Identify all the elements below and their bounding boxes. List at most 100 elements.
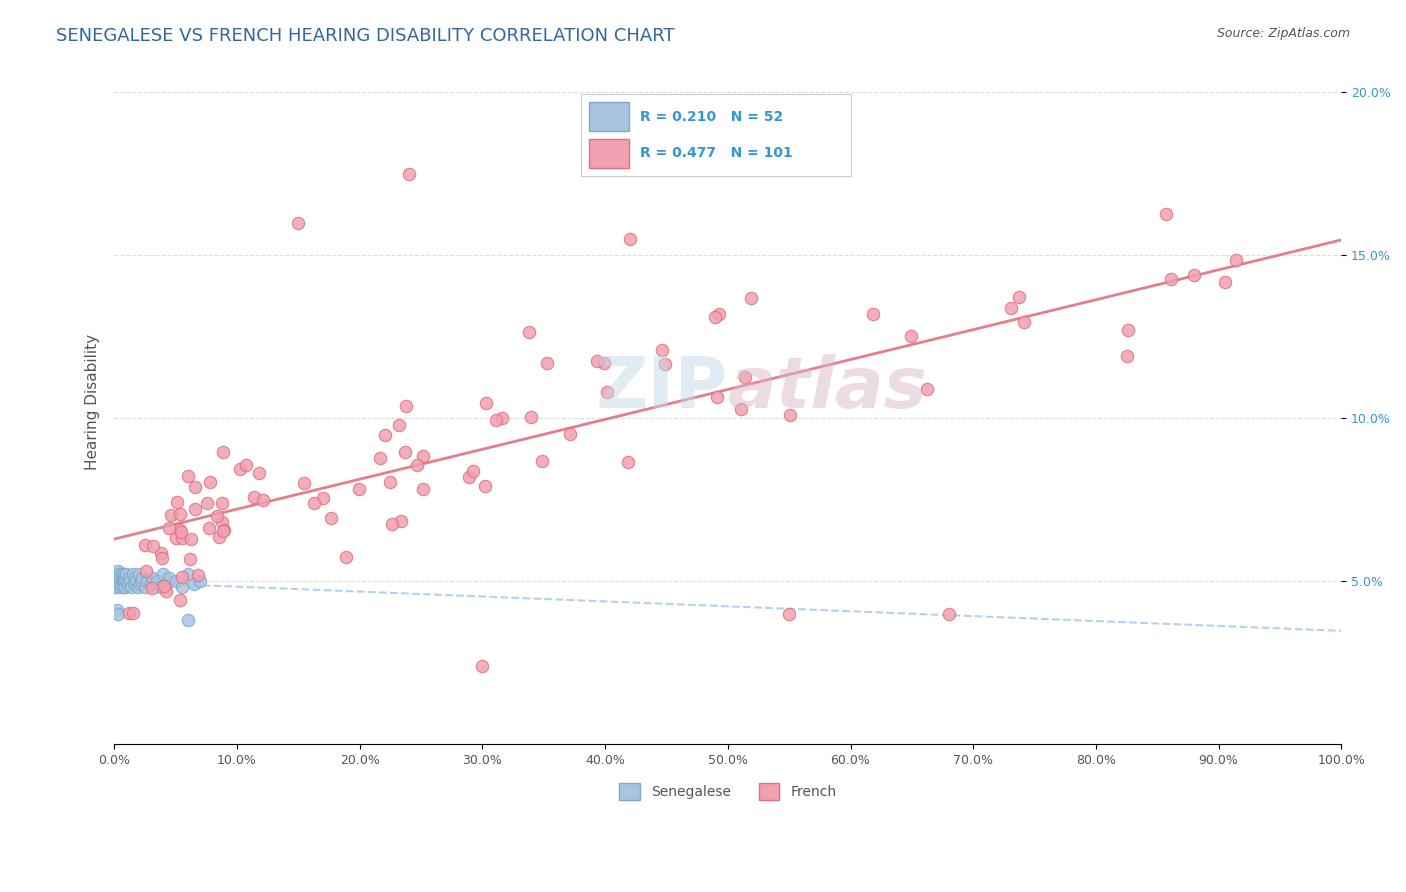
Senegalese bbox=[120, 581, 142, 595]
French bbox=[378, 475, 401, 489]
Senegalese bbox=[107, 571, 129, 585]
Senegalese bbox=[111, 581, 134, 595]
Senegalese bbox=[107, 564, 129, 578]
Senegalese bbox=[134, 581, 156, 595]
French bbox=[160, 508, 183, 522]
French bbox=[730, 401, 752, 416]
Senegalese bbox=[108, 567, 131, 582]
Senegalese bbox=[155, 577, 177, 591]
Senegalese bbox=[108, 581, 131, 595]
French bbox=[141, 581, 163, 595]
French bbox=[211, 524, 233, 538]
Senegalese bbox=[129, 574, 152, 588]
French bbox=[172, 570, 194, 584]
French bbox=[388, 417, 411, 432]
Legend: Senegalese, French: Senegalese, French bbox=[613, 777, 842, 805]
Senegalese bbox=[115, 574, 138, 588]
French bbox=[292, 475, 315, 490]
French bbox=[311, 491, 333, 505]
Senegalese bbox=[152, 567, 174, 582]
Senegalese bbox=[136, 574, 159, 588]
French bbox=[169, 523, 191, 537]
French bbox=[211, 515, 233, 529]
French bbox=[593, 356, 616, 370]
French bbox=[368, 451, 391, 466]
French bbox=[166, 495, 188, 509]
French bbox=[394, 445, 416, 459]
French bbox=[118, 606, 141, 620]
Senegalese bbox=[124, 571, 146, 585]
Senegalese bbox=[110, 574, 132, 588]
French bbox=[211, 496, 233, 510]
French bbox=[319, 511, 342, 525]
French bbox=[596, 384, 619, 399]
Senegalese bbox=[105, 567, 128, 582]
Senegalese bbox=[114, 571, 136, 585]
French bbox=[520, 409, 543, 424]
Senegalese bbox=[118, 571, 141, 585]
Senegalese bbox=[105, 574, 128, 588]
French bbox=[707, 307, 730, 321]
French bbox=[179, 551, 201, 566]
French bbox=[177, 469, 200, 483]
French bbox=[214, 523, 236, 537]
French bbox=[458, 470, 481, 484]
French bbox=[235, 458, 257, 472]
French bbox=[471, 658, 494, 673]
Senegalese bbox=[188, 574, 211, 588]
Senegalese bbox=[125, 574, 148, 588]
French bbox=[406, 458, 429, 473]
French bbox=[184, 502, 207, 516]
French bbox=[205, 508, 228, 523]
French bbox=[530, 454, 553, 468]
Senegalese bbox=[120, 574, 142, 588]
French bbox=[155, 583, 177, 598]
French bbox=[198, 475, 221, 489]
Senegalese bbox=[170, 581, 193, 595]
French bbox=[1116, 322, 1139, 336]
Senegalese bbox=[165, 574, 187, 588]
French bbox=[651, 343, 673, 357]
French bbox=[229, 462, 252, 476]
Senegalese bbox=[127, 581, 149, 595]
Senegalese bbox=[183, 577, 205, 591]
French bbox=[170, 524, 193, 539]
French bbox=[1008, 290, 1031, 304]
Senegalese bbox=[122, 577, 145, 591]
French bbox=[1012, 314, 1035, 328]
Senegalese bbox=[139, 577, 162, 591]
French bbox=[207, 530, 229, 544]
Text: SENEGALESE VS FRENCH HEARING DISABILITY CORRELATION CHART: SENEGALESE VS FRENCH HEARING DISABILITY … bbox=[56, 27, 675, 45]
French bbox=[617, 455, 640, 469]
Senegalese bbox=[107, 607, 129, 621]
Senegalese bbox=[115, 567, 138, 582]
French bbox=[252, 493, 274, 508]
French bbox=[394, 399, 416, 413]
French bbox=[619, 232, 641, 246]
French bbox=[560, 427, 582, 442]
Senegalese bbox=[157, 571, 180, 585]
Senegalese bbox=[110, 574, 132, 588]
Senegalese bbox=[104, 581, 127, 595]
French bbox=[247, 467, 270, 481]
French bbox=[165, 531, 187, 545]
Senegalese bbox=[110, 577, 132, 591]
French bbox=[740, 291, 762, 305]
French bbox=[1116, 349, 1139, 363]
French bbox=[536, 356, 558, 370]
French bbox=[242, 490, 264, 504]
Senegalese bbox=[105, 603, 128, 617]
Senegalese bbox=[177, 613, 200, 627]
French bbox=[212, 445, 235, 459]
French bbox=[491, 410, 513, 425]
Senegalese bbox=[111, 571, 134, 585]
Senegalese bbox=[114, 581, 136, 595]
French bbox=[134, 538, 156, 552]
Senegalese bbox=[111, 577, 134, 591]
Senegalese bbox=[117, 577, 139, 591]
French bbox=[122, 607, 145, 621]
French bbox=[654, 357, 676, 371]
French bbox=[335, 549, 357, 564]
French bbox=[586, 354, 609, 368]
French bbox=[374, 427, 396, 442]
